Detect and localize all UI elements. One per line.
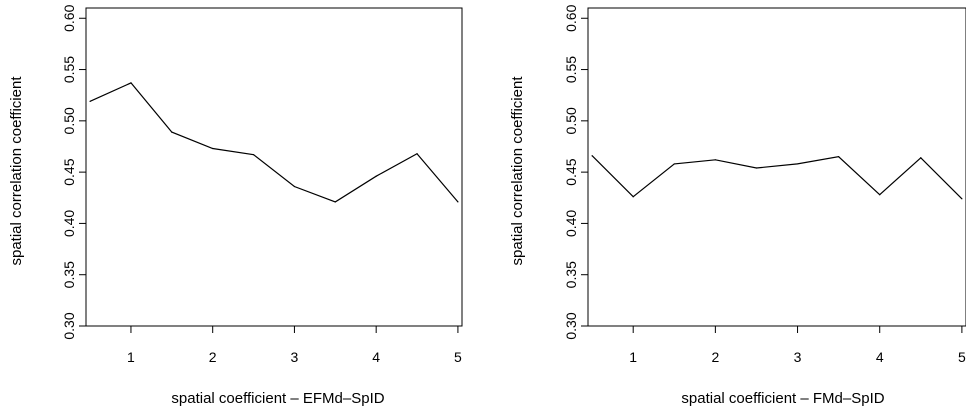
- x-tick-label: 5: [454, 349, 462, 365]
- data-point: [591, 155, 593, 157]
- y-tick-label: 0.55: [563, 56, 579, 83]
- x-tick-label: 3: [291, 349, 299, 365]
- x-tick-label: 4: [876, 349, 884, 365]
- x-axis-label: spatial coefficient – FMd–SpID: [681, 390, 884, 407]
- y-axis-label: spatial correlation coefficient: [8, 76, 25, 266]
- data-point: [961, 198, 963, 200]
- y-tick-label: 0.55: [61, 56, 77, 83]
- data-point: [416, 153, 418, 155]
- y-tick-label: 0.40: [61, 210, 77, 237]
- data-point: [632, 196, 634, 198]
- x-tick-label: 4: [372, 349, 380, 365]
- y-tick-label: 0.35: [563, 261, 579, 288]
- data-point: [673, 163, 675, 165]
- data-point: [838, 156, 840, 158]
- data-point: [252, 154, 255, 156]
- y-tick-label: 0.45: [563, 158, 579, 185]
- y-axis-label: spatial correlation coefficient: [509, 76, 526, 266]
- data-point: [755, 167, 758, 169]
- x-tick-label: 3: [794, 349, 802, 365]
- data-point: [920, 157, 922, 159]
- y-tick-label: 0.45: [61, 158, 77, 185]
- x-tick-label: 1: [127, 349, 135, 365]
- series-line: [591, 155, 963, 200]
- x-tick-label: 5: [958, 349, 966, 365]
- y-tick-label: 0.50: [563, 107, 579, 134]
- plot-frame: [85, 7, 463, 327]
- data-point: [293, 185, 296, 188]
- y-tick-label: 0.35: [61, 261, 77, 288]
- series-line: [89, 82, 459, 203]
- x-axis-label: spatial coefficient – EFMd–SpID: [171, 390, 384, 407]
- data-point: [171, 131, 173, 133]
- data-point: [130, 82, 132, 84]
- y-tick-label: 0.40: [563, 210, 579, 237]
- plot-frame: [587, 7, 966, 327]
- data-point: [334, 201, 336, 203]
- data-point: [879, 194, 881, 196]
- data-point: [375, 175, 377, 177]
- y-tick-label: 0.60: [61, 4, 77, 31]
- chart-panel-right: 0.30 0.35 0.40 0.45 0.50 0.55 0.60 1 2 3 4 5 spatial…: [509, 4, 966, 407]
- x-tick-label: 2: [711, 349, 719, 365]
- chart-panel-left: 0.30 0.35 0.40 0.45 0.50 0.55 0.60 1 2 3 4 5 spatial…: [8, 4, 463, 407]
- data-point: [457, 201, 459, 203]
- data-point: [714, 159, 716, 161]
- data-point: [89, 100, 91, 102]
- data-point: [212, 147, 214, 150]
- y-tick-label: 0.60: [563, 4, 579, 31]
- x-tick-label: 2: [209, 349, 217, 365]
- y-tick-label: 0.50: [61, 107, 77, 134]
- y-tick-label: 0.30: [61, 312, 77, 339]
- y-tick-label: 0.30: [563, 312, 579, 339]
- data-point: [796, 163, 799, 165]
- x-tick-label: 1: [629, 349, 637, 365]
